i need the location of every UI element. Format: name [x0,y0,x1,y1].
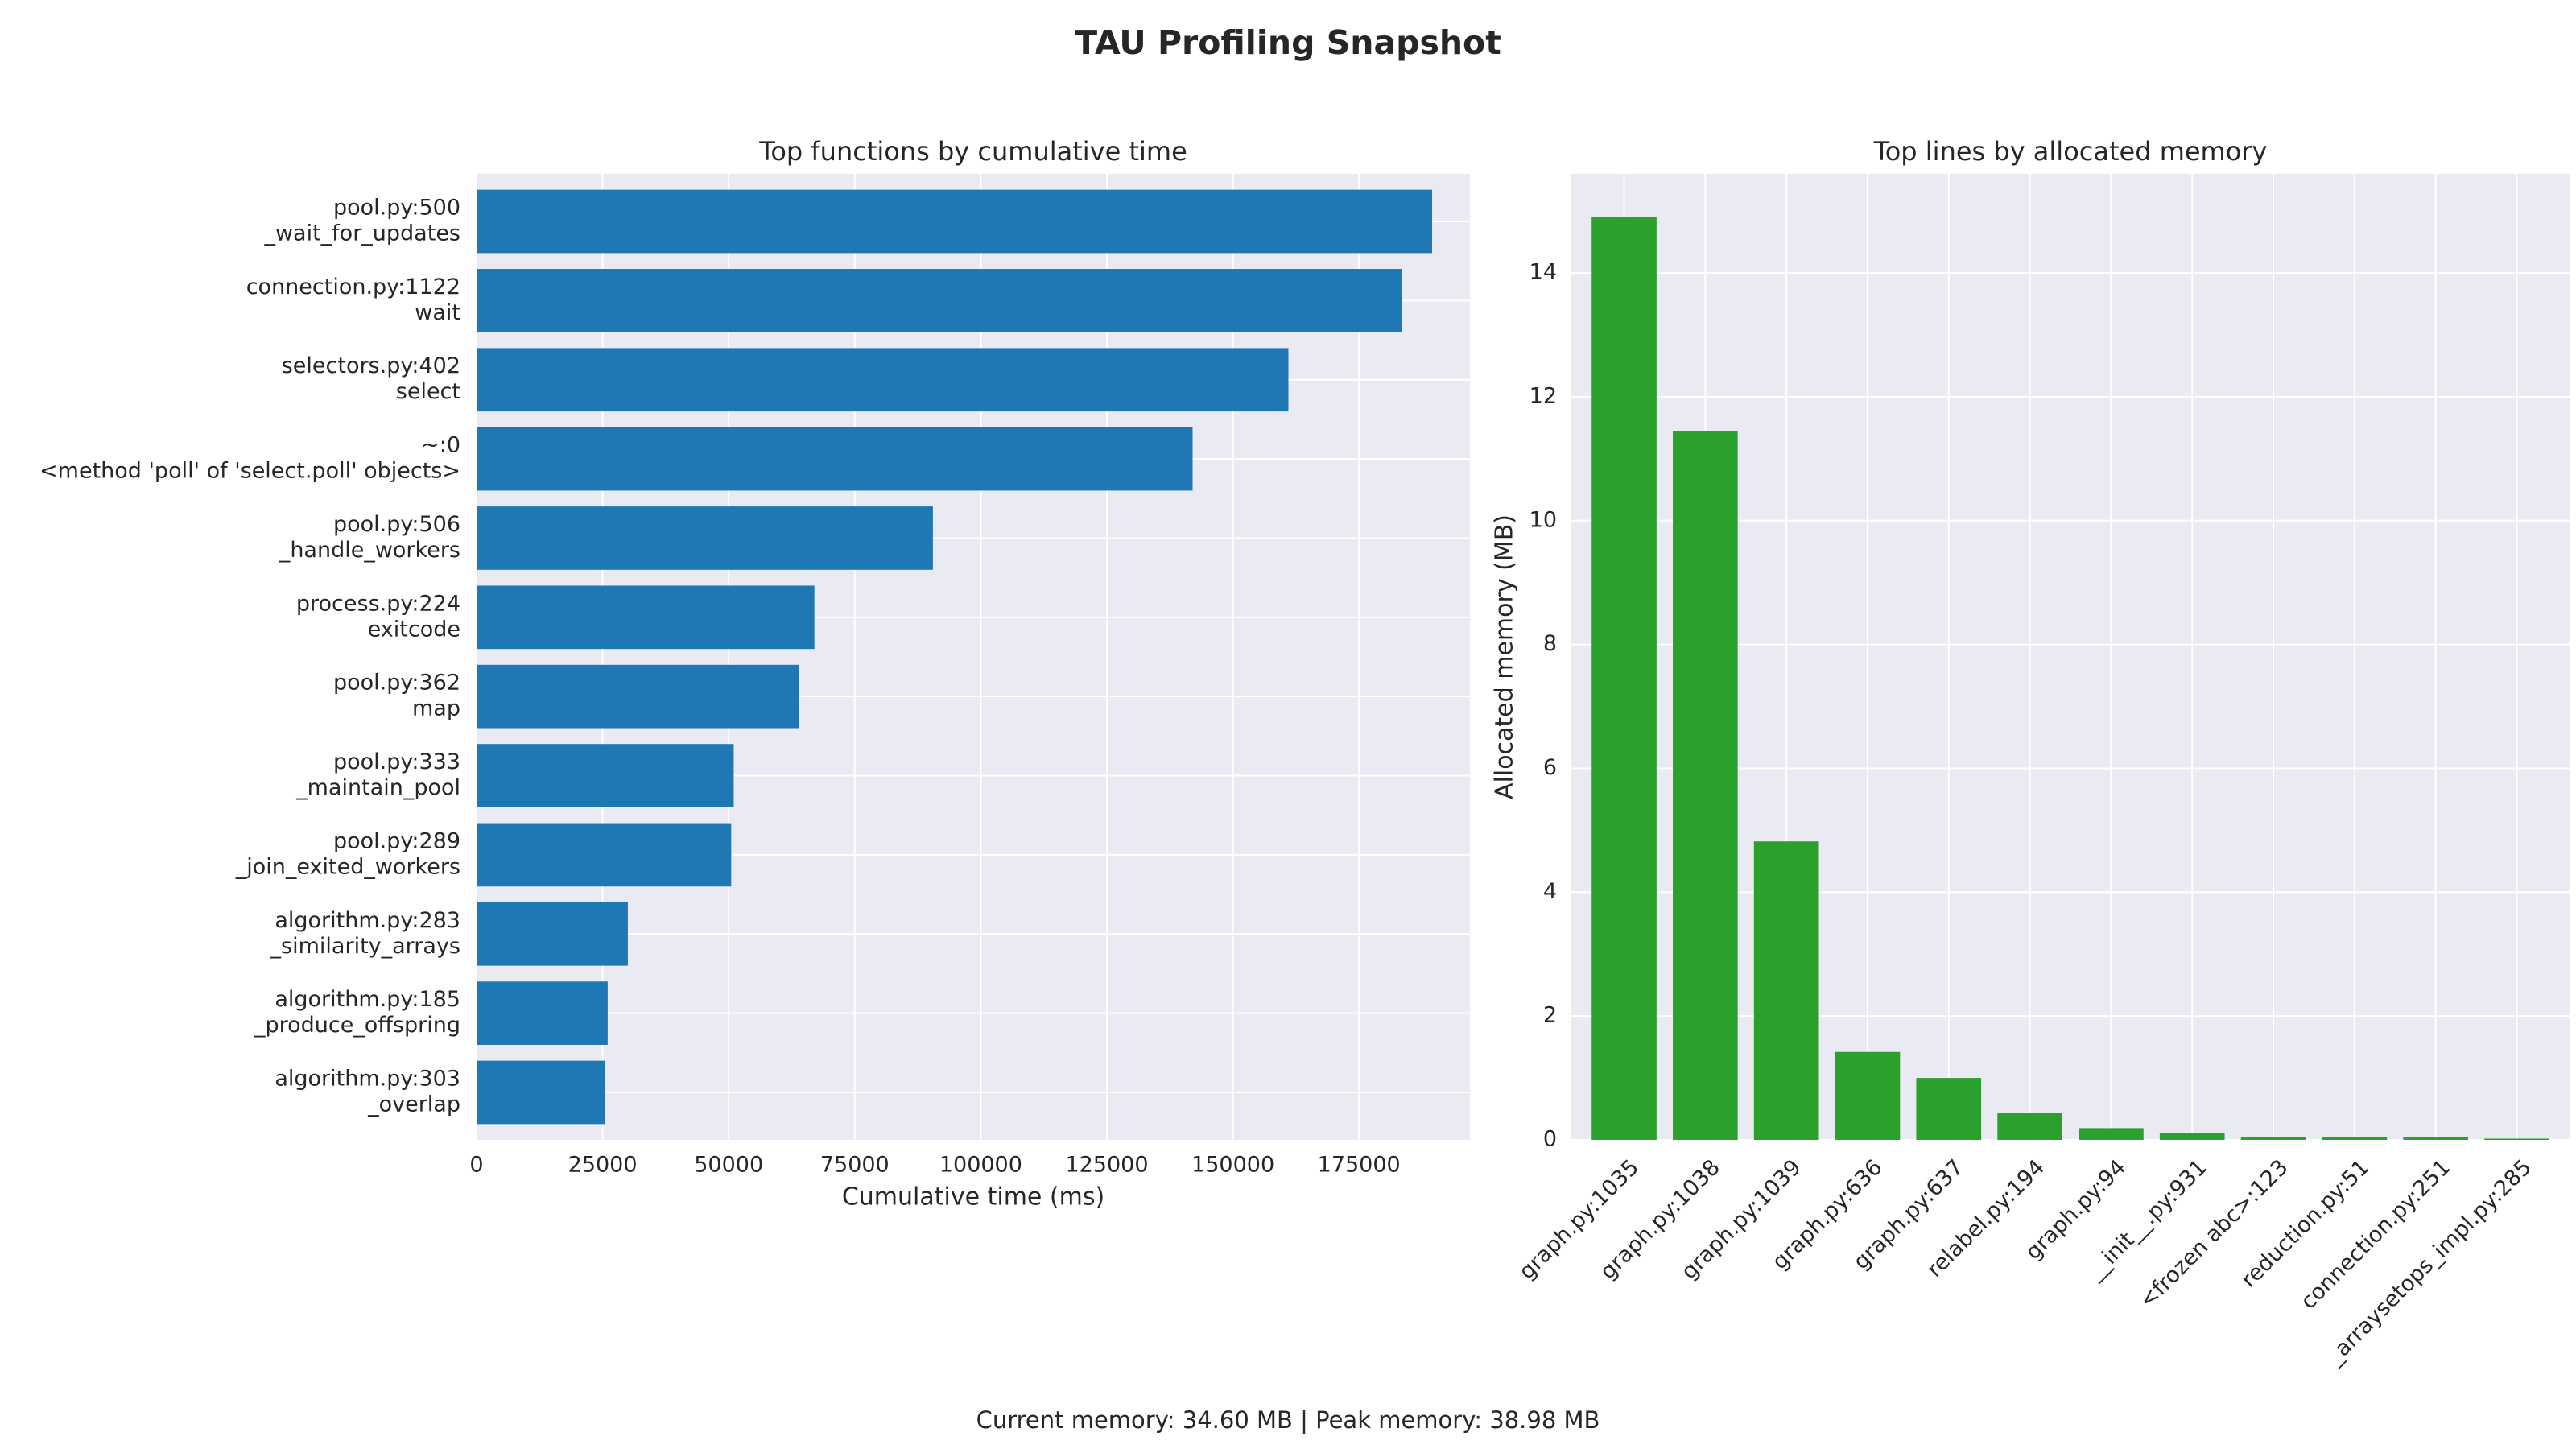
right-y-tick-label: 14 [1530,260,1557,285]
right-bar [1835,1051,1901,1140]
left-bar [477,506,933,570]
right-chart-title: Top lines by allocated memory [1873,136,2268,167]
left-y-tick-label: algorithm.py:303 [275,1066,460,1091]
left-y-tick-label: _wait_for_updates [263,221,460,246]
left-y-tick-label: process.py:224 [296,591,460,616]
left-y-tick-label: pool.py:362 [333,671,460,696]
left-bar [477,981,608,1045]
right-bar [1591,217,1657,1140]
right-x-tick-labels: graph.py:1035graph.py:1038graph.py:1039g… [1514,1155,2537,1370]
right-y-tick-label: 6 [1543,755,1557,780]
right-bar [1997,1113,2062,1140]
left-x-tick-label: 25000 [568,1153,638,1178]
left-x-tick-label: 75000 [820,1153,890,1178]
figure-title: TAU Profiling Snapshot [1075,23,1501,62]
right-y-tick-label: 8 [1543,631,1557,656]
left-bar [477,348,1289,412]
memory-footer: Current memory: 34.60 MB | Peak memory: … [976,1406,1600,1434]
left-bar [477,664,799,729]
left-y-tick-label: select [396,379,460,404]
left-y-tick-label: _overlap [367,1092,460,1117]
right-bar [2484,1138,2549,1140]
left-bar [477,427,1193,491]
left-x-axis-label: Cumulative time (ms) [842,1183,1104,1212]
left-y-tick-label: _handle_workers [279,538,460,563]
right-y-tick-label: 0 [1543,1127,1557,1152]
right-bar [2322,1137,2388,1140]
left-bar [477,585,815,650]
right-y-axis-label: Allocated memory (MB) [1491,514,1519,799]
left-x-tick-labels: 0 25000 50000 75000 100000 125000 150000 175000 [469,1153,1400,1178]
left-y-tick-labels: pool.py:500_wait_for_updates connection.p… [39,196,460,1117]
left-bar [477,189,1433,254]
right-bar [2079,1128,2144,1140]
left-x-tick-label: 125000 [1065,1153,1148,1178]
left-bar [477,1060,605,1125]
right-y-tick-label: 10 [1530,507,1557,532]
left-panel: 0 25000 50000 75000 100000 125000 150000 175000… [39,136,1470,1212]
left-y-tick-label: ~:0 [421,433,460,458]
left-y-tick-label: wait [415,300,460,325]
left-bars [477,189,1433,1125]
left-y-tick-label: algorithm.py:185 [275,987,460,1012]
right-x-tick-label: <frozen abc>:123 [2135,1155,2293,1314]
right-y-tick-labels: 0 2 4 6 8 10 12 14 [1530,260,1557,1152]
left-y-tick-label: map [412,696,460,721]
left-y-tick-label: pool.py:500 [333,196,460,221]
left-bar [477,269,1402,332]
left-y-tick-label: _similarity_arrays [270,934,460,959]
left-chart-title: Top functions by cumulative time [758,136,1187,167]
left-y-tick-label: algorithm.py:283 [275,908,460,933]
right-bars [1591,217,2549,1140]
left-y-tick-label: _join_exited_workers [235,854,460,879]
left-plot-area [477,174,1470,1140]
left-bar [477,823,732,887]
left-x-tick-label: 0 [469,1153,483,1178]
right-x-tick-label: connection.py:251 [2296,1155,2455,1315]
left-y-tick-label: exitcode [368,617,460,642]
left-y-tick-label: pool.py:289 [333,828,460,853]
right-y-tick-label: 4 [1543,879,1557,904]
right-bar [1916,1078,1982,1140]
right-bar [1673,431,1738,1140]
right-y-tick-label: 12 [1530,383,1557,408]
left-x-tick-label: 175000 [1318,1153,1401,1178]
left-x-tick-label: 100000 [939,1153,1022,1178]
left-y-tick-label: <method 'poll' of 'select.poll' objects> [39,459,460,484]
left-y-tick-label: pool.py:506 [333,512,460,537]
right-panel: 0 2 4 6 8 10 12 14 graph.py:1035graph.py:1038gr… [1491,136,2570,1370]
left-bar [477,902,628,966]
right-bar [2240,1137,2306,1140]
left-y-tick-label: pool.py:333 [333,749,460,774]
right-bar [2159,1133,2225,1140]
left-y-tick-label: connection.py:1122 [246,275,460,299]
right-bar [2403,1137,2468,1140]
left-bar [477,744,734,807]
left-y-tick-label: _maintain_pool [295,775,460,800]
left-y-tick-label: _produce_offspring [254,1013,460,1038]
right-bar [1753,841,1819,1140]
right-y-tick-label: 2 [1543,1003,1557,1028]
left-x-tick-label: 150000 [1191,1153,1274,1178]
left-x-tick-label: 50000 [694,1153,763,1178]
left-y-tick-label: selectors.py:402 [282,353,460,378]
